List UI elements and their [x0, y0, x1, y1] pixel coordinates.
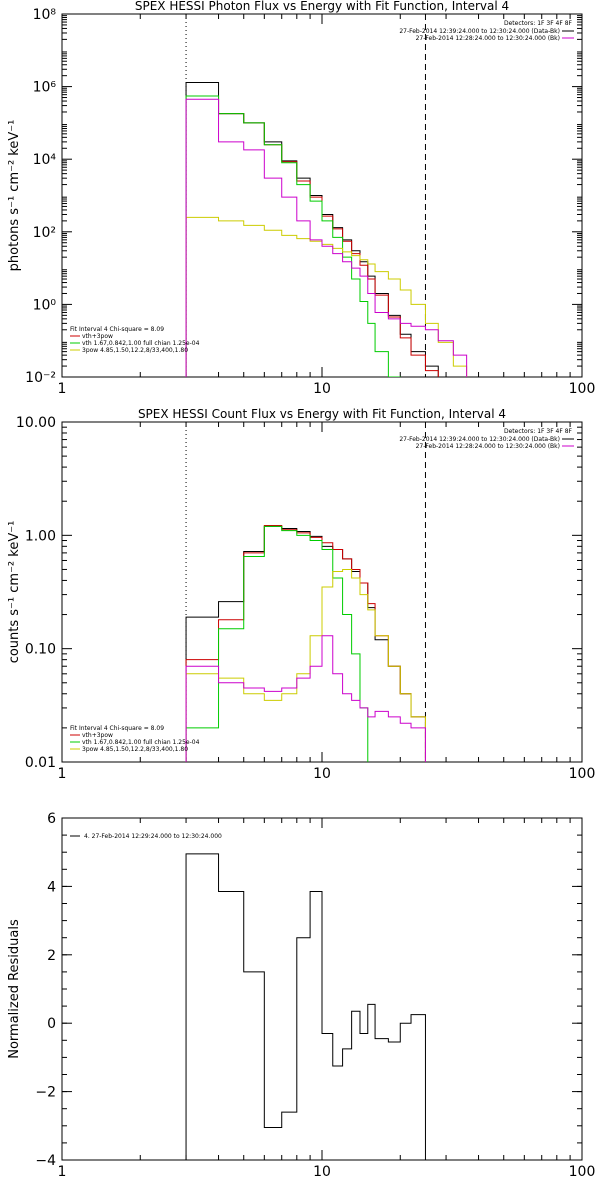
legend-entry-label: 27-Feb-2014 12:39:24.000 to 12:30:24.000… — [399, 436, 560, 443]
y-tick-label: 10⁴ — [33, 152, 57, 168]
y-tick-label: 10⁸ — [33, 7, 57, 23]
series-group — [185, 525, 426, 762]
y-tick-label: 6 — [47, 811, 56, 827]
x-tick-label: 100 — [569, 766, 596, 782]
x-tick-label: 100 — [569, 381, 596, 397]
fit-legend-header: Fit Interval 4 Chi-square = 8.09 — [70, 725, 164, 732]
fit-legend-label: vth+3pow — [82, 732, 113, 739]
legend-entry-label: 27-Feb-2014 12:39:24.000 to 12:30:24.000… — [399, 28, 560, 35]
series-data-bk — [185, 81, 454, 377]
series-4-27-feb-2014-12-29-24-000-to-12-30-24-000 — [185, 853, 426, 1160]
series-bk — [185, 98, 468, 377]
y-tick-label: 10⁰ — [33, 297, 57, 313]
legend-header: Detectors: 1F 3F 4F 8F — [504, 20, 573, 27]
y-tick-label: 10² — [33, 225, 56, 241]
y-tick-label: 2 — [47, 948, 56, 964]
y-axis-label: Normalized Residuals — [7, 919, 22, 1059]
legend-header: Detectors: 1F 3F 4F 8F — [504, 428, 573, 435]
y-tick-label: 10.00 — [16, 415, 56, 431]
x-tick-label: 1 — [58, 766, 67, 782]
y-tick-label: −4 — [35, 1153, 56, 1169]
y-axis-label: counts s⁻¹ cm⁻² keV⁻¹ — [7, 521, 22, 664]
y-tick-label: 10⁻² — [25, 370, 56, 386]
chart-panel-3: Normalized Residuals 1 10 100 −4 −2 0 2 4 6 4. 27-… — [7, 811, 595, 1180]
chart-panel-2: SPEX HESSI Count Flux vs Energy with Fit… — [7, 407, 596, 782]
y-tick-label: 0.01 — [25, 755, 56, 771]
series-group — [185, 853, 426, 1160]
x-tick-label: 1 — [58, 381, 67, 397]
fit-legend-label: vth+3pow — [82, 333, 113, 340]
chart-panel-1: SPEX HESSI Photon Flux vs Energy with Fi… — [7, 0, 595, 397]
fit-legend-label: 3pow 4.85,1.50,12.2,8/33,400,1.80 — [82, 746, 188, 753]
series-3pow — [185, 568, 426, 762]
series-3pow — [185, 216, 468, 377]
series-vth-3pow — [185, 95, 439, 377]
legend-entry-label: 27-Feb-2014 12:28:24.000 to 12:30:24.000… — [416, 443, 560, 450]
x-tick-label: 100 — [569, 1164, 596, 1180]
series-data-bk — [185, 525, 426, 762]
chart-title: SPEX HESSI Count Flux vs Energy with Fit… — [138, 407, 506, 421]
y-axis-label: photons s⁻¹ cm⁻² keV⁻¹ — [7, 120, 22, 272]
fit-legend-header: Fit Interval 4 Chi-square = 8.09 — [70, 326, 164, 333]
series-bk — [185, 635, 426, 762]
y-tick-label: 1.00 — [25, 528, 56, 544]
series-vth-3pow — [185, 525, 426, 762]
legend-entry-label: 27-Feb-2014 12:28:24.000 to 12:30:24.000… — [416, 35, 560, 42]
series-vth — [185, 95, 401, 377]
fit-legend-label: 3pow 4.85,1.50,12.2,8/33,400,1.80 — [82, 347, 188, 354]
y-tick-label: 10⁶ — [33, 80, 57, 96]
legend-label: 4. 27-Feb-2014 12:29:24.000 to 12:30:24.… — [84, 833, 222, 840]
y-tick-label: 4 — [47, 879, 56, 895]
x-tick-label: 10 — [313, 1164, 331, 1180]
fit-legend-label: vth 1.67,0.842,1.00 full chian 1.25e-04 — [82, 739, 200, 746]
series-group — [185, 81, 468, 377]
chart-title: SPEX HESSI Photon Flux vs Energy with Fi… — [135, 0, 509, 13]
x-tick-label: 1 — [58, 1164, 67, 1180]
y-tick-label: −2 — [35, 1085, 56, 1101]
x-tick-label: 10 — [313, 381, 331, 397]
series-vth — [185, 525, 369, 762]
fit-legend-label: vth 1.67,0.842,1.00 full chian 1.25e-04 — [82, 340, 200, 347]
x-tick-label: 10 — [313, 766, 331, 782]
y-tick-label: 0.10 — [25, 642, 56, 658]
y-tick-label: 0 — [47, 1016, 56, 1032]
